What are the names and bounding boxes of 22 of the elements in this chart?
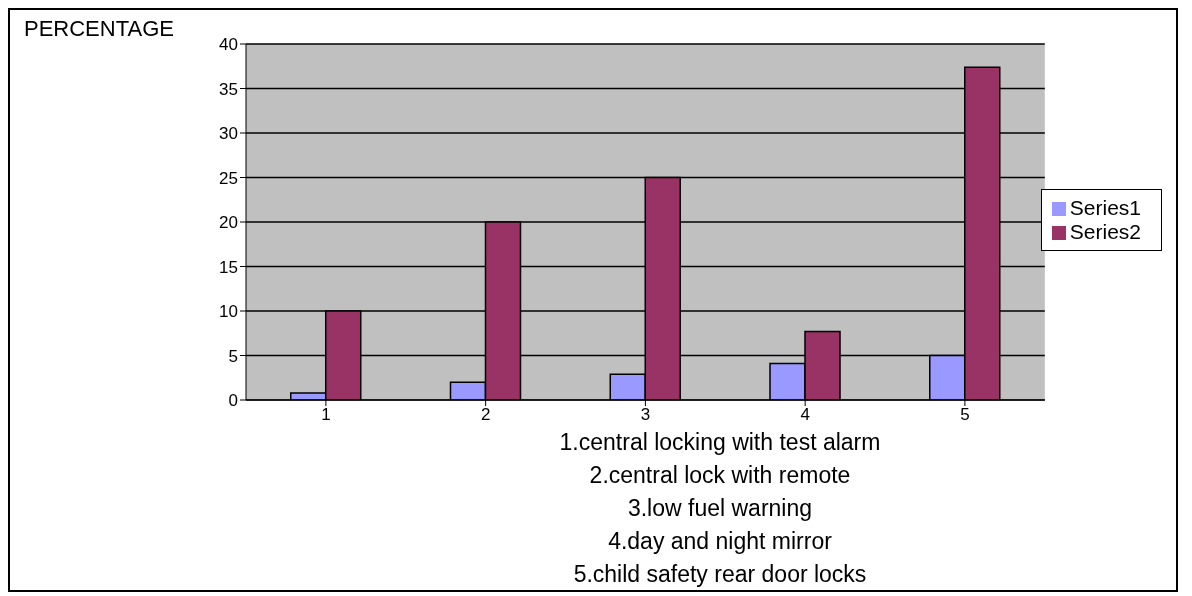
legend-label: Series2	[1069, 220, 1141, 243]
text: 4.day and night mirror	[607, 527, 833, 556]
y-tick-label: 0	[228, 391, 238, 411]
y-tick-label: 10	[219, 302, 238, 322]
x-tick-label: 5	[960, 405, 970, 425]
text: 1.central locking with test alarm	[558, 428, 882, 457]
text: 3.low fuel warning	[626, 494, 814, 523]
x-tick-label: 3	[640, 405, 651, 425]
x-tick-label: 2	[480, 405, 491, 425]
text: 5.child safety rear door locks	[572, 560, 868, 589]
y-tick-label: 40	[219, 35, 238, 55]
y-tick-label: 5	[228, 346, 238, 366]
text: 2.central lock with remote	[588, 461, 852, 490]
legend-label: Series1	[1069, 196, 1141, 219]
y-tick-label: 30	[219, 124, 238, 144]
x-tick-label: 1	[321, 405, 331, 425]
y-tick-label: 20	[219, 213, 238, 233]
y-tick-label: 35	[219, 79, 238, 99]
y-tick-label: 15	[219, 257, 238, 277]
y-axis-title: PERCENTAGE	[24, 16, 174, 42]
y-tick-label: 25	[219, 168, 238, 188]
x-tick-label: 4	[800, 405, 810, 425]
